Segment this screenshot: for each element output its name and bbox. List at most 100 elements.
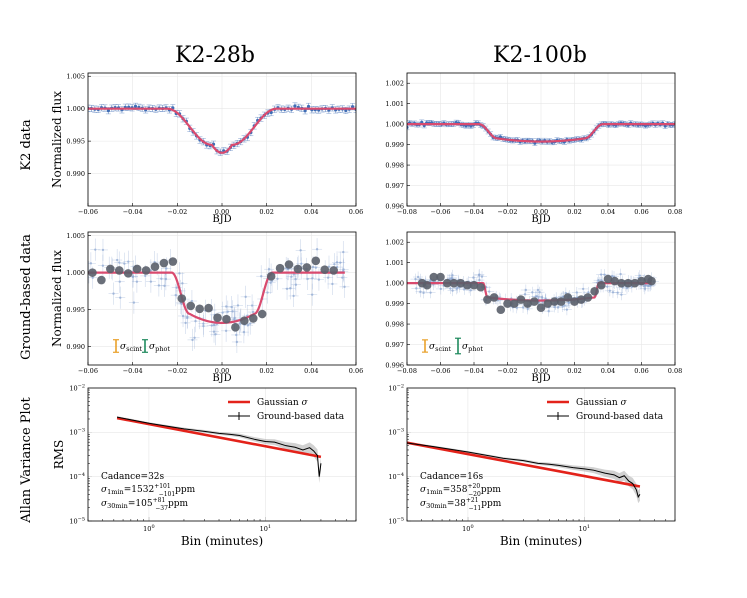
x-axis-label: BJD [212,214,231,225]
binned-point [597,280,606,290]
binned-point [576,295,586,304]
y-tick-label: 10−2 [388,383,404,392]
x-tick-label: −0.08 [397,367,417,375]
ground-point [163,284,166,288]
binned-point [293,264,303,274]
ground-point [429,291,432,294]
ground-point [91,276,94,279]
x-tick-label: 0.06 [349,208,363,216]
ground-point [526,307,529,311]
y-tick-label: 0.990 [66,170,85,178]
ground-point [119,296,122,299]
ground-point [246,324,250,327]
k2-point [303,109,307,113]
legend-data-label: Ground-based data [257,412,345,422]
x-tick-label: −0.04 [464,367,484,375]
ground-point [292,294,295,298]
ground-point [556,306,560,309]
legend-gaussian-label: Gaussian σ [576,398,628,408]
column-title-k2-100b: K2-100b [493,43,587,68]
binned-point [436,272,445,282]
ground-point [335,261,339,264]
ground-point [144,274,147,278]
ground-point [415,287,418,290]
y-axis-label: RMS [52,440,66,470]
x-tick-label: 100 [143,524,154,533]
ground-point [536,288,540,292]
y-tick-label: 0.990 [66,343,85,351]
ground-point [326,276,330,279]
ground-point [175,286,178,289]
ground-point [164,277,168,281]
panel-4: −0.08 −0.06 −0.04 −0.02 0.00 0.02 0.04 0.06 0.08… [385,231,682,384]
y-tick-label: 1.002 [385,239,404,247]
ground-point [540,296,544,299]
ground-point [299,249,302,252]
k2-point [269,110,273,115]
ground-point [314,266,318,269]
ground-point [118,261,121,264]
ground-point [251,310,255,314]
y-tick-label: 10−3 [388,428,404,437]
y-tick-label: 0.995 [66,306,85,314]
ground-point [269,281,272,284]
x-tick-label: 0.02 [259,367,273,375]
ground-point [619,272,622,276]
ground-point [472,276,475,279]
x-axis-label: BJD [531,214,550,225]
x-tick-label: −0.06 [78,208,98,216]
binned-point [556,297,566,306]
ground-point [221,311,224,314]
ground-point [565,308,569,311]
ground-point [181,282,184,285]
ground-point [212,323,216,327]
y-tick-label: 1.000 [66,105,85,113]
ground-point [419,290,422,293]
ground-point [327,265,331,268]
ground-point [202,324,205,328]
ground-point [89,262,93,265]
binned-point [496,305,506,315]
ground-point [603,273,606,276]
ground-point [606,285,609,288]
ground-point [184,321,187,325]
binned-point [186,301,196,311]
ground-point [449,287,452,290]
sigma-30min-label: σ30min=105+81 −37ppm [101,497,188,512]
ground-point [266,291,269,294]
ground-point [306,277,309,281]
x-axis-label: BJD [531,373,550,384]
ground-point [524,288,528,292]
plot-frame [406,72,676,207]
binned-point [570,297,579,306]
ground-point [191,338,194,342]
y-tick-label: 10−3 [69,428,85,437]
binned-point [543,299,552,308]
ground-point [242,330,246,334]
sigma-1min-label: σ1min=1532+101 −101ppm [101,483,196,498]
binned-point [483,295,492,304]
gaussian-sigma-line [116,416,322,459]
x-tick-label: 0.08 [668,367,682,375]
x-tick-label: 0.02 [567,208,581,216]
x-axis-label: Bin (minutes) [181,534,263,548]
ground-point [315,248,319,251]
k2-point [293,104,297,108]
ground-point [611,291,615,294]
binned-point [449,278,459,288]
ground-point [267,268,271,271]
ground-point [610,274,614,278]
ground-point [311,265,315,269]
binned-point [456,278,465,288]
ground-point [235,340,239,344]
ground-point [597,279,600,282]
ground-point [101,248,105,252]
sigma-label-phot: σphot [149,342,170,353]
y-tick-label: 10−5 [69,516,85,525]
ground-point [531,291,534,294]
binned-point [442,278,452,288]
ground-point [232,318,236,321]
panel-5: 100 101 10−5 10−4 10−3 10−2 Gaussian σ Ground-b… [52,383,357,548]
k2-point [133,104,138,108]
